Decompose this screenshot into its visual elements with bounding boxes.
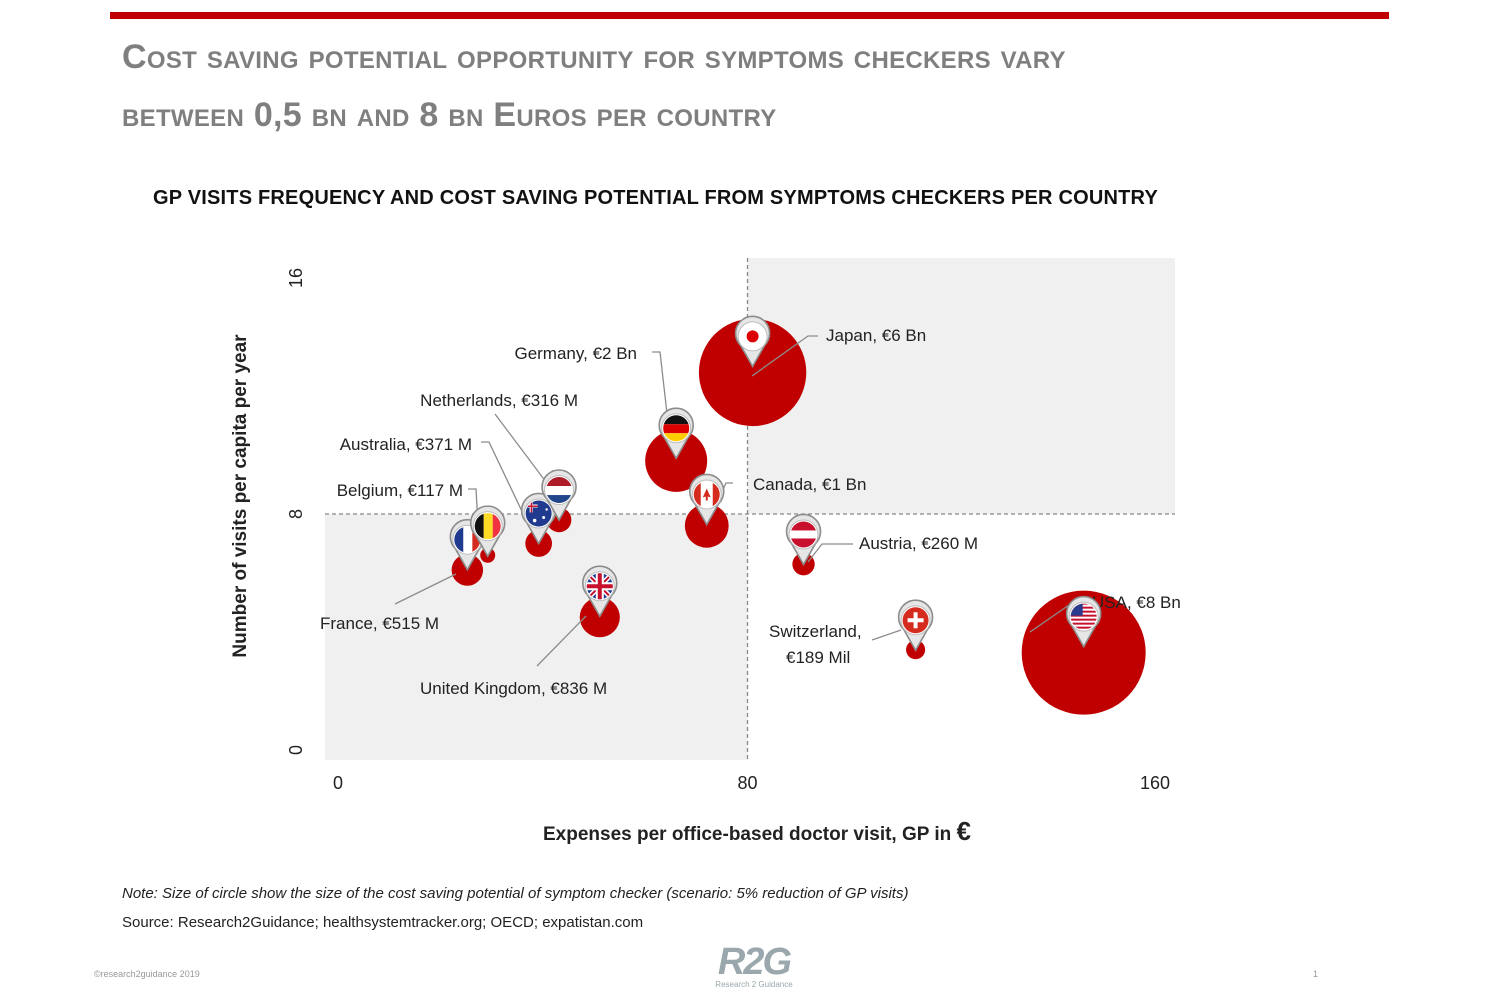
- country-label: Japan, €6 Bn: [826, 326, 926, 345]
- map-pin-canada: [688, 473, 725, 527]
- y-tick-label: 8: [286, 509, 306, 519]
- top-accent-bar: [110, 12, 1389, 19]
- country-label: Austria, €260 M: [859, 534, 978, 553]
- r2g-logo: R2G Research 2 Guidance: [704, 940, 804, 989]
- country-label: Canada, €1 Bn: [753, 475, 866, 494]
- page-title: Cost saving potential opportunity for sy…: [122, 28, 1382, 144]
- leader-line: [807, 543, 853, 563]
- country-label: Australia, €371 M: [340, 435, 472, 454]
- logo-mark: R2G: [717, 941, 792, 983]
- x-tick-label: 0: [333, 773, 343, 793]
- France-flag-icon: [454, 526, 481, 553]
- Belgium-flag-icon: [474, 513, 501, 540]
- map-pin-australia: [520, 492, 557, 546]
- Germany-flag-icon: [663, 415, 690, 442]
- leader-line: [871, 629, 902, 641]
- page-title-line-2: between 0,5 bn and 8 bn Euros per countr…: [122, 96, 777, 134]
- y-tick-label: 0: [286, 745, 306, 755]
- country-label: Netherlands, €316 M: [420, 391, 578, 410]
- chart-title: GP VISITS FREQUENCY AND COST SAVING POTE…: [153, 187, 1158, 209]
- Austria-flag-icon: [790, 521, 817, 548]
- Japan-flag-icon: [739, 323, 766, 350]
- quadrant-top-right: [747, 258, 1175, 514]
- leader-line: [394, 573, 457, 605]
- country-label-line-2: €189 Mil: [786, 648, 850, 667]
- page-title-line-1: Cost saving potential opportunity for sy…: [122, 38, 1066, 76]
- y-axis-title: Number of visits per capita per year: [230, 334, 251, 658]
- map-pin-germany: [658, 407, 694, 460]
- country-label: Switzerland,: [769, 622, 862, 641]
- map-pin-japan: [734, 315, 771, 369]
- y-tick-label: 16: [286, 268, 306, 288]
- logo-subtitle: Research 2 Guidance: [715, 980, 793, 989]
- map-pin-austria: [785, 513, 822, 567]
- USA-flag-icon: [1070, 603, 1097, 630]
- x-tick-label: 80: [737, 773, 757, 793]
- Netherlands-flag-icon: [546, 477, 573, 504]
- leader-line: [751, 335, 818, 377]
- map-pin-belgium: [469, 505, 506, 558]
- leader-line: [536, 615, 587, 667]
- map-pin-united-kingdom: [581, 565, 618, 618]
- source-line: Source: Research2Guidance; healthsystemt…: [122, 914, 644, 931]
- Canada-flag-icon: [693, 481, 720, 508]
- page-number: 1: [1313, 969, 1319, 979]
- country-label: United Kingdom, €836 M: [420, 679, 607, 698]
- bubble-germany: [645, 429, 708, 492]
- country-label: USA, €8 Bn: [1092, 593, 1181, 612]
- country-label: Germany, €2 Bn: [514, 344, 637, 363]
- Switzerland-flag-icon: [902, 607, 929, 634]
- map-pin-switzerland: [897, 599, 934, 652]
- bubble-chart: 0 80 160 0 8 16 Expenses per office-based doct…: [230, 258, 1181, 846]
- map-pin-netherlands: [541, 469, 577, 522]
- country-label: Belgium, €117 M: [337, 481, 463, 500]
- chart-note: Note: Size of circle show the size of th…: [122, 885, 909, 902]
- copyright: ©research2guidance 2019: [94, 969, 200, 979]
- leader-line: [481, 441, 529, 525]
- bubble-japan: [698, 318, 807, 427]
- country-label: France, €515 M: [320, 614, 439, 633]
- x-axis-title: Expenses per office-based doctor visit, …: [543, 816, 971, 846]
- x-tick-label: 160: [1140, 773, 1170, 793]
- euro-symbol: €: [957, 816, 971, 846]
- bubble-usa: [1021, 590, 1146, 715]
- Australia-flag-icon: [525, 500, 552, 527]
- map-pin-usa: [1065, 595, 1102, 649]
